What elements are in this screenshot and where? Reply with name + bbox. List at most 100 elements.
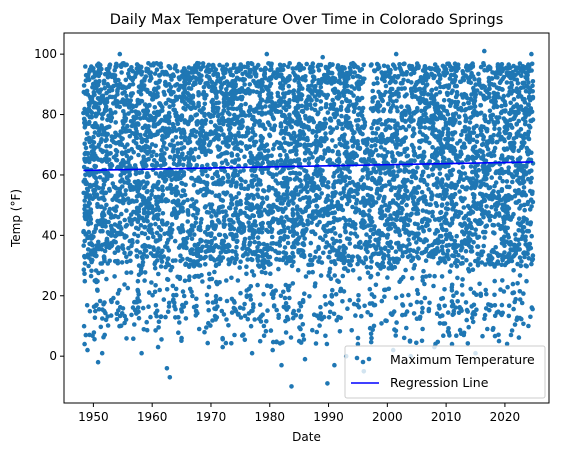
temperature-point: [363, 137, 368, 143]
temperature-point: [163, 244, 168, 249]
temperature-point: [356, 84, 362, 90]
temperature-point: [260, 88, 266, 93]
temperature-point: [486, 253, 492, 258]
temperature-point: [437, 90, 443, 95]
temperature-point: [464, 157, 469, 163]
temperature-point: [495, 75, 500, 80]
temperature-point: [445, 310, 451, 315]
temperature-point: [158, 163, 164, 169]
temperature-point: [221, 74, 226, 80]
temperature-point: [430, 213, 435, 219]
temperature-point: [156, 179, 161, 185]
temperature-point: [459, 132, 464, 138]
temperature-point: [371, 105, 376, 111]
temperature-point: [422, 125, 428, 130]
temperature-point: [521, 190, 527, 195]
temperature-point: [312, 94, 318, 99]
temperature-point: [483, 306, 489, 311]
temperature-point: [196, 225, 202, 230]
temperature-point: [208, 119, 214, 125]
temperature-point: [161, 89, 167, 95]
temperature-point: [300, 297, 306, 303]
temperature-point: [141, 210, 147, 215]
temperature-point: [289, 124, 294, 130]
temperature-point: [286, 287, 291, 293]
temperature-point: [119, 260, 125, 265]
temperature-point: [191, 182, 197, 188]
temperature-point: [446, 256, 451, 262]
temperature-point: [213, 211, 218, 216]
temperature-point: [327, 309, 333, 315]
temperature-point: [436, 193, 442, 199]
temperature-point: [127, 238, 133, 244]
temperature-point: [270, 241, 276, 246]
temperature-point: [404, 202, 409, 208]
temperature-point: [382, 294, 387, 300]
temperature-point: [306, 176, 312, 181]
temperature-point: [367, 239, 372, 244]
temperature-point: [395, 164, 401, 169]
temperature-point: [395, 240, 401, 246]
temperature-point: [202, 121, 208, 126]
temperature-point: [370, 157, 376, 163]
temperature-point: [310, 61, 316, 66]
temperature-point: [270, 339, 276, 345]
temperature-point: [410, 133, 416, 139]
temperature-point: [484, 291, 489, 297]
temperature-point: [401, 335, 407, 341]
temperature-point: [261, 333, 267, 339]
temperature-point: [475, 153, 481, 158]
temperature-point: [101, 81, 107, 86]
temperature-point: [135, 278, 141, 284]
temperature-point: [430, 131, 435, 136]
temperature-point: [210, 300, 216, 305]
temperature-point: [220, 337, 225, 342]
temperature-point: [412, 221, 418, 227]
temperature-point: [495, 119, 501, 125]
temperature-point: [223, 209, 228, 214]
temperature-point: [398, 125, 403, 131]
temperature-point: [390, 311, 395, 317]
temperature-point: [391, 169, 396, 174]
temperature-point: [402, 149, 407, 155]
temperature-point: [414, 340, 419, 346]
temperature-point: [495, 259, 501, 264]
temperature-point: [318, 62, 324, 68]
temperature-point: [530, 117, 536, 122]
temperature-point: [265, 120, 271, 125]
temperature-point: [221, 218, 227, 223]
temperature-point: [375, 126, 380, 131]
temperature-point: [290, 66, 296, 71]
temperature-point: [212, 171, 218, 177]
temperature-point: [347, 297, 353, 303]
temperature-point: [450, 217, 455, 222]
temperature-point: [330, 138, 335, 143]
temperature-point: [456, 252, 461, 258]
temperature-point: [186, 86, 192, 91]
temperature-point: [454, 83, 460, 89]
temperature-point: [112, 250, 118, 255]
temperature-point: [226, 248, 231, 254]
temperature-point: [214, 315, 220, 320]
temperature-point: [240, 118, 245, 123]
temperature-point: [135, 239, 140, 244]
temperature-point: [295, 267, 301, 273]
temperature-point: [347, 241, 353, 246]
temperature-point: [148, 314, 153, 320]
temperature-point: [499, 154, 505, 160]
temperature-point: [287, 112, 292, 118]
temperature-point: [480, 194, 486, 199]
temperature-point: [245, 200, 250, 206]
temperature-point: [324, 240, 330, 245]
temperature-point: [85, 247, 91, 252]
temperature-point: [336, 67, 342, 72]
temperature-point: [530, 79, 536, 84]
temperature-point: [143, 74, 149, 79]
temperature-point: [289, 263, 295, 269]
temperature-point: [383, 83, 389, 89]
temperature-point: [348, 262, 353, 268]
temperature-point: [224, 278, 229, 283]
temperature-point: [298, 189, 304, 194]
temperature-point: [326, 254, 331, 260]
temperature-point: [115, 260, 121, 266]
